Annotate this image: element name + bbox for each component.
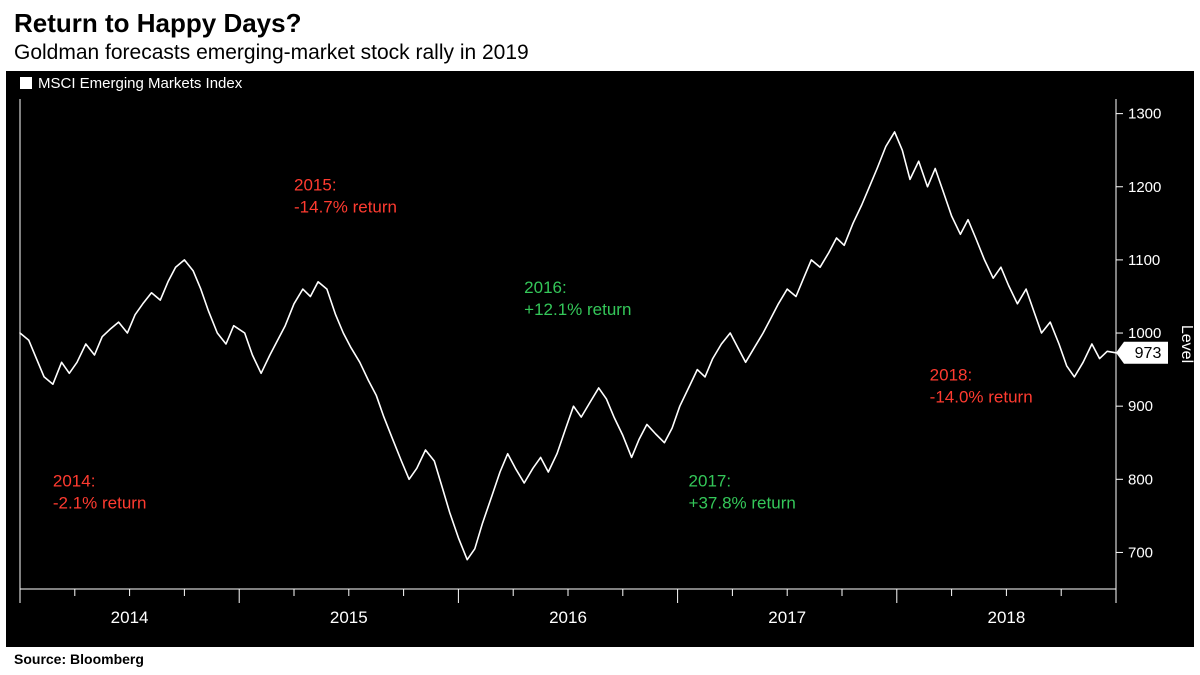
y-tick-label: 900 (1128, 398, 1153, 415)
y-tick-label: 800 (1128, 471, 1153, 488)
annotation-return: +37.8% return (689, 494, 796, 513)
y-tick-label: 1200 (1128, 179, 1161, 196)
chart-footer: Source: Bloomberg (0, 647, 1200, 675)
x-tick-label: 2015 (330, 608, 368, 627)
chart-title: Return to Happy Days? (14, 8, 1186, 39)
chart-header: Return to Happy Days? Goldman forecasts … (0, 0, 1200, 71)
chart-source: Source: Bloomberg (14, 651, 144, 667)
chart-plot-area: MSCI Emerging Markets Index 700 800 900 1000… (6, 71, 1194, 647)
y-tick-label: 1100 (1128, 252, 1160, 269)
annotation-year: 2017: (689, 472, 732, 491)
chart-svg: MSCI Emerging Markets Index 700 800 900 1000… (6, 71, 1194, 639)
annotation-year: 2016: (524, 278, 567, 297)
chart-subtitle: Goldman forecasts emerging-market stock … (14, 41, 1186, 65)
y-axis-title: Level (1178, 325, 1194, 363)
y-tick-label: 1300 (1128, 106, 1161, 123)
chart-container: Return to Happy Days? Goldman forecasts … (0, 0, 1200, 675)
annotation-return: -2.1% return (53, 494, 147, 513)
annotation-year: 2018: (930, 366, 973, 385)
annotation-year: 2014: (53, 472, 96, 491)
annotation-return: +12.1% return (524, 300, 631, 319)
legend-marker (20, 77, 32, 89)
annotation-return: -14.0% return (930, 388, 1033, 407)
price-line (20, 132, 1116, 560)
last-value: 973 (1135, 345, 1162, 362)
x-tick-label: 2017 (768, 608, 806, 627)
annotation-year: 2015: (294, 175, 337, 194)
x-tick-label: 2014 (111, 608, 149, 627)
x-tick-label: 2018 (987, 608, 1025, 627)
y-tick-label: 1000 (1128, 325, 1161, 342)
legend-label: MSCI Emerging Markets Index (38, 75, 243, 92)
x-tick-label: 2016 (549, 608, 587, 627)
annotation-return: -14.7% return (294, 197, 397, 216)
y-tick-label: 700 (1128, 544, 1153, 561)
